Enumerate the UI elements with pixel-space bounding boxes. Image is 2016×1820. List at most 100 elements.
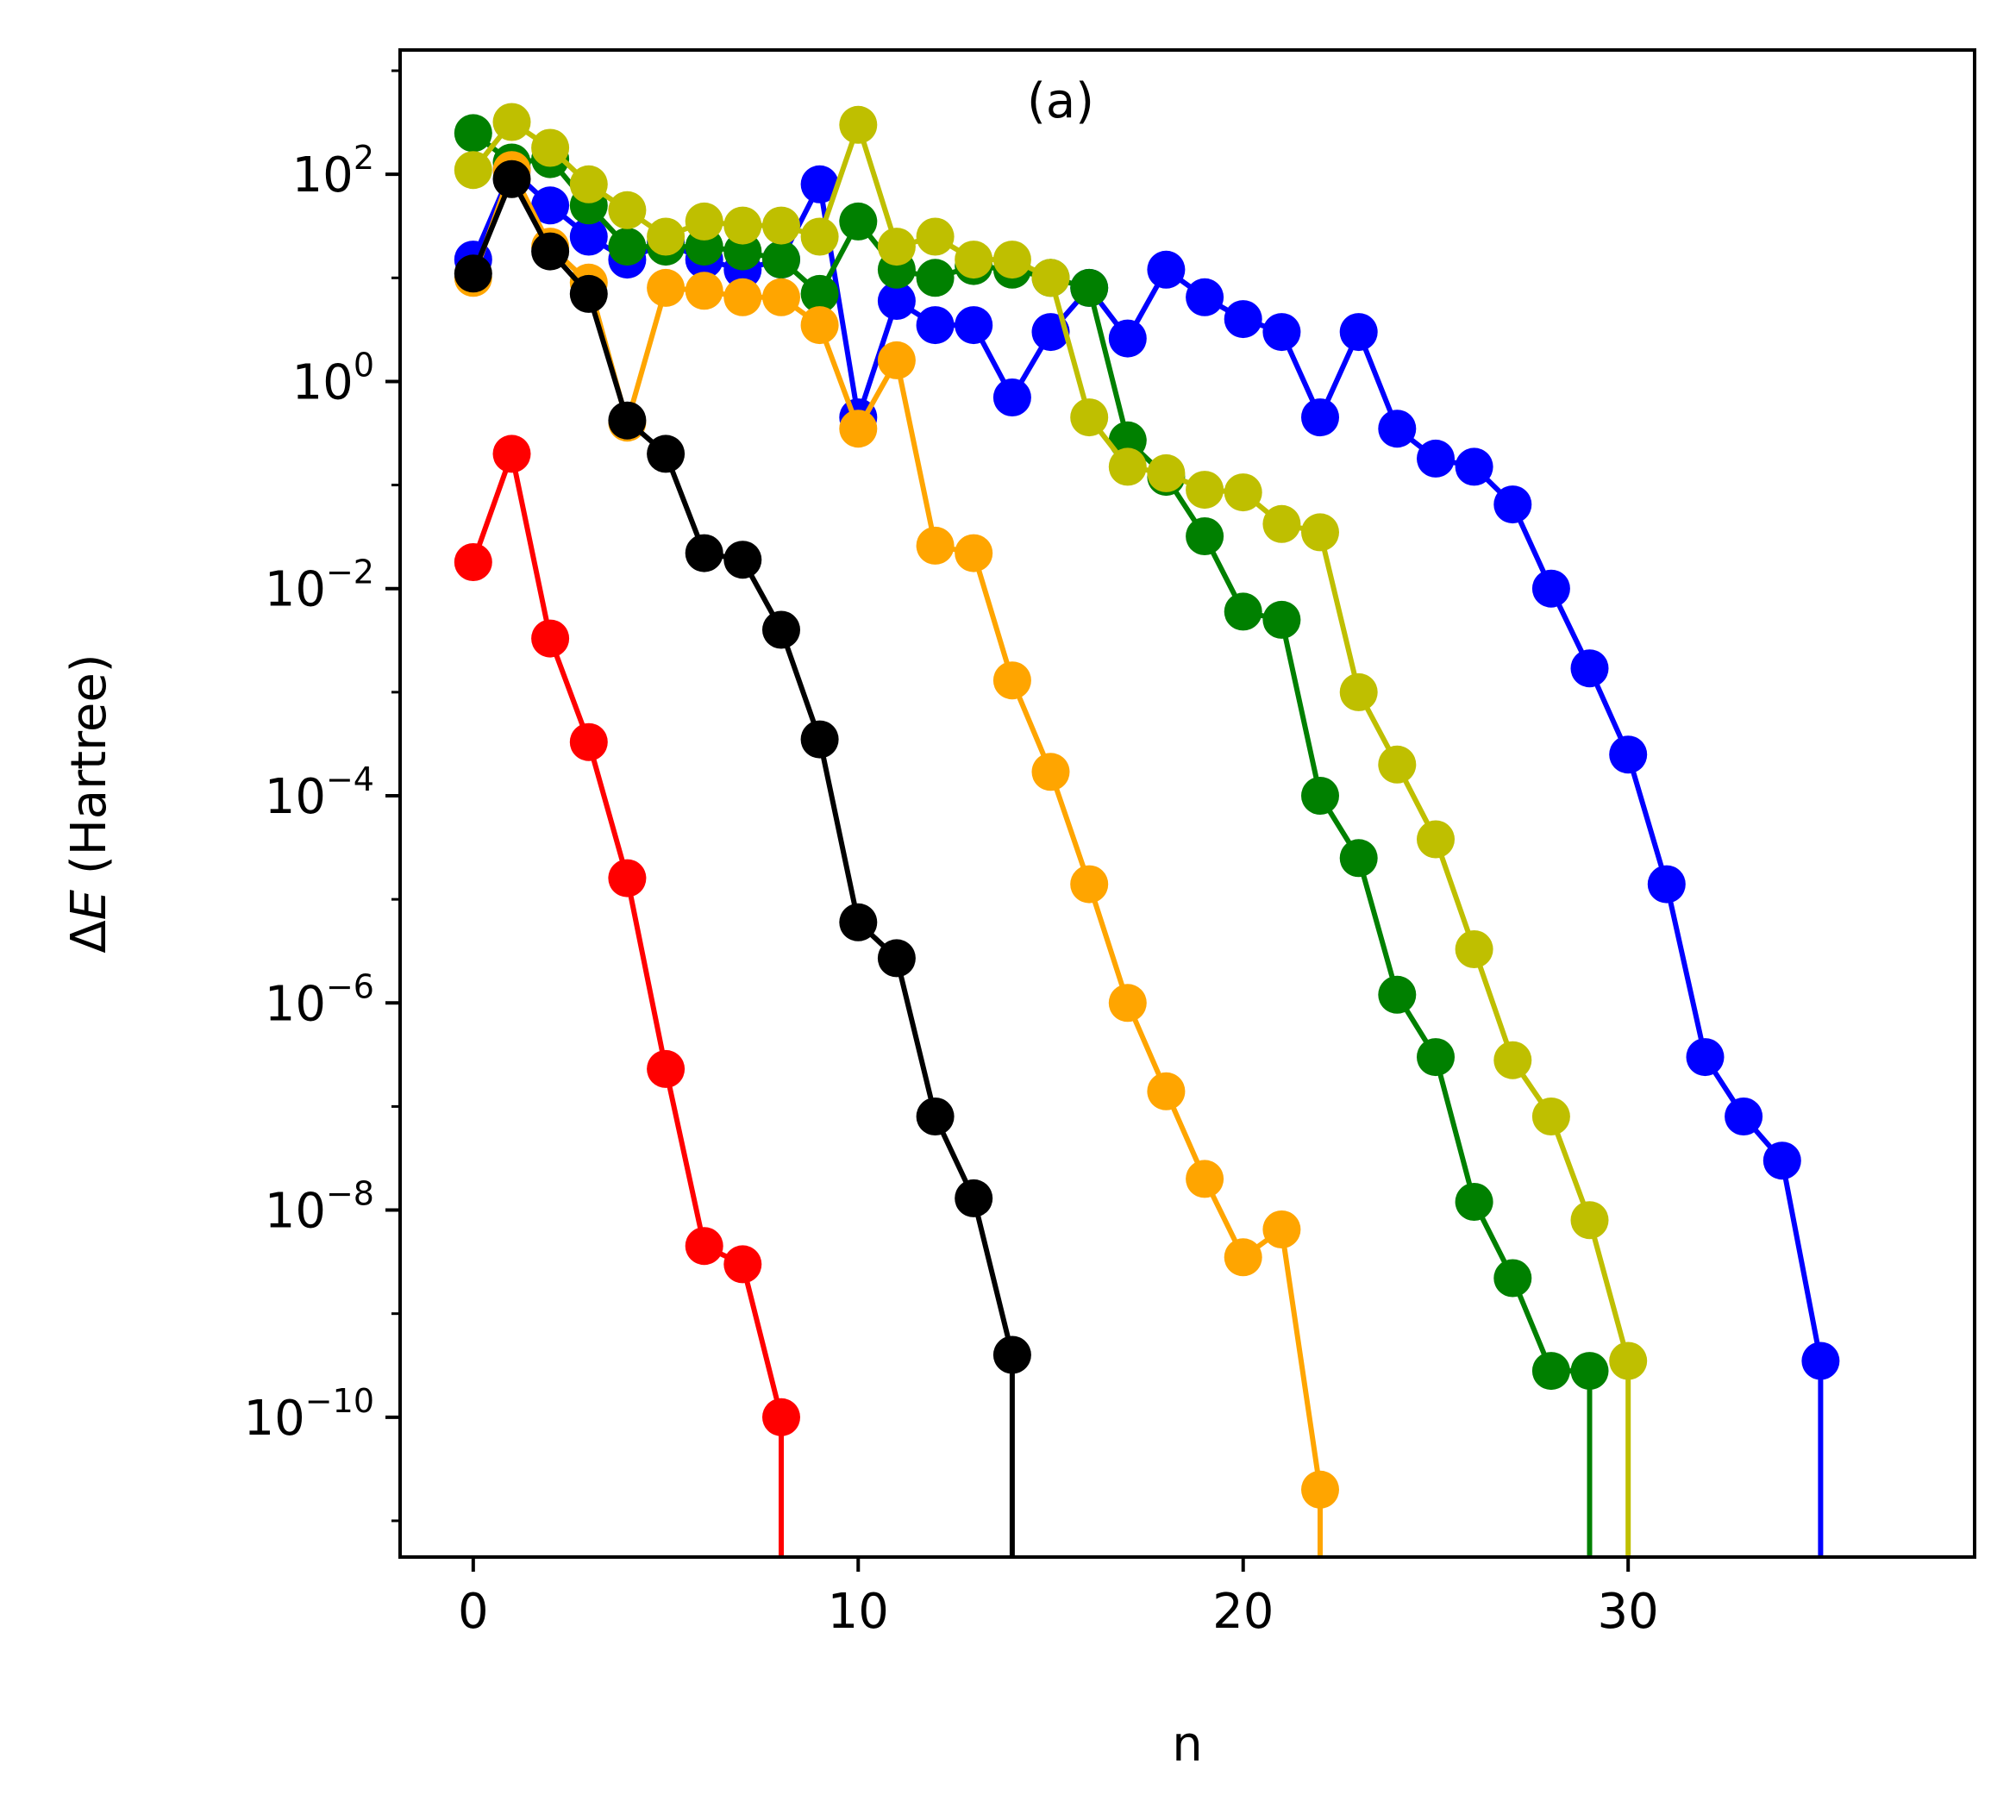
series-0-point-28 bbox=[1531, 569, 1570, 608]
series-3-point-10 bbox=[839, 105, 878, 144]
series-0-point-20 bbox=[1224, 300, 1262, 339]
series-2-point-19 bbox=[1186, 1160, 1224, 1198]
series-1-point-23 bbox=[1339, 839, 1378, 878]
series-2-point-21 bbox=[1262, 1210, 1301, 1248]
series-3-point-5 bbox=[647, 217, 686, 256]
series-1-point-10 bbox=[839, 202, 878, 241]
series-2-point-10 bbox=[839, 410, 878, 448]
series-5-point-2 bbox=[531, 232, 570, 271]
series-0-point-31 bbox=[1647, 865, 1686, 904]
series-0-point-11 bbox=[877, 282, 916, 320]
series-1-point-17 bbox=[1108, 421, 1147, 460]
series-1-point-19 bbox=[1186, 517, 1224, 555]
y-tick-label--6: 10−6 bbox=[265, 967, 374, 1032]
series-5-point-1 bbox=[492, 159, 531, 198]
plot-frame bbox=[398, 48, 1976, 1559]
series-4-point-8 bbox=[762, 1398, 800, 1436]
series-3-point-24 bbox=[1378, 745, 1417, 784]
series-3-point-19 bbox=[1186, 471, 1224, 510]
series-5-point-7 bbox=[723, 541, 762, 579]
y-axis-label: ΔE (Hartree) bbox=[61, 654, 117, 953]
series-5-point-14 bbox=[992, 1335, 1031, 1374]
series-5-point-8 bbox=[762, 610, 800, 649]
series-5-point-11 bbox=[877, 939, 916, 978]
series-5-point-4 bbox=[608, 401, 647, 440]
x-axis-label: n bbox=[1172, 1717, 1203, 1773]
series-4 bbox=[454, 435, 800, 1557]
series-3-point-18 bbox=[1147, 453, 1186, 492]
series-1-point-9 bbox=[800, 274, 839, 313]
series-2-point-20 bbox=[1224, 1238, 1262, 1277]
series-3-point-21 bbox=[1262, 504, 1301, 543]
series-2-point-22 bbox=[1301, 1470, 1339, 1509]
series-3-point-12 bbox=[916, 217, 955, 256]
series-3-point-6 bbox=[685, 202, 723, 241]
x-tick-label-30: 30 bbox=[1598, 1584, 1659, 1640]
series-2-point-11 bbox=[877, 341, 916, 379]
series-5-point-6 bbox=[685, 534, 723, 572]
x-axis-ticks: 0 10 20 30 bbox=[458, 1557, 1659, 1640]
series-1-point-21 bbox=[1262, 600, 1301, 639]
series-2-point-6 bbox=[685, 272, 723, 310]
y-tick-label--10: 10−10 bbox=[244, 1382, 374, 1447]
series-1-point-28 bbox=[1531, 1352, 1570, 1391]
series-2-point-15 bbox=[1031, 753, 1070, 791]
series-4-point-7 bbox=[723, 1245, 762, 1284]
series-3 bbox=[454, 103, 1648, 1557]
series-3-point-22 bbox=[1301, 513, 1339, 552]
series-1-point-26 bbox=[1455, 1183, 1493, 1221]
series-4-point-6 bbox=[685, 1227, 723, 1266]
series-3-point-3 bbox=[569, 165, 608, 203]
series-1-point-27 bbox=[1493, 1259, 1532, 1298]
series-1-point-24 bbox=[1378, 975, 1417, 1014]
series-5-point-0 bbox=[454, 254, 492, 293]
series-3-point-11 bbox=[877, 228, 916, 266]
series-2-point-18 bbox=[1147, 1072, 1186, 1110]
series-4-line bbox=[470, 451, 784, 1557]
series-0-point-26 bbox=[1455, 447, 1493, 486]
series-1-point-22 bbox=[1301, 777, 1339, 815]
series-2-point-8 bbox=[762, 278, 800, 316]
series-0-point-23 bbox=[1339, 313, 1378, 352]
series-0-point-14 bbox=[992, 378, 1031, 416]
series-4-point-0 bbox=[454, 543, 492, 581]
series-3-point-4 bbox=[608, 191, 647, 229]
series-0-point-30 bbox=[1609, 735, 1648, 774]
series-3-point-25 bbox=[1417, 820, 1455, 859]
series-4-point-3 bbox=[569, 722, 608, 761]
series-5-point-13 bbox=[955, 1179, 993, 1217]
series-layer bbox=[454, 103, 1840, 1557]
x-tick-label-20: 20 bbox=[1212, 1584, 1274, 1640]
series-3-point-20 bbox=[1224, 473, 1262, 512]
series-0-point-22 bbox=[1301, 398, 1339, 437]
series-1-point-25 bbox=[1417, 1038, 1455, 1077]
series-5-point-5 bbox=[647, 435, 686, 473]
series-4-point-4 bbox=[608, 859, 647, 897]
series-0-point-33 bbox=[1725, 1098, 1763, 1135]
series-1-point-20 bbox=[1224, 592, 1262, 631]
series-0-point-9 bbox=[800, 165, 839, 203]
series-2-point-13 bbox=[955, 534, 993, 572]
series-0-point-21 bbox=[1262, 313, 1301, 352]
y-axis-ticks: 102 100 10−2 10−4 10−6 10−8 10−10 bbox=[244, 69, 400, 1523]
series-1-point-16 bbox=[1070, 268, 1109, 307]
series-3-point-7 bbox=[723, 206, 762, 245]
y-tick-label-2: 102 bbox=[292, 139, 374, 203]
series-5 bbox=[454, 159, 1031, 1557]
x-tick-label-10: 10 bbox=[828, 1584, 889, 1640]
series-1-point-12 bbox=[916, 259, 955, 297]
series-0-point-12 bbox=[916, 306, 955, 345]
series-0-point-2 bbox=[531, 186, 570, 225]
series-3-point-27 bbox=[1493, 1041, 1532, 1079]
series-3-point-16 bbox=[1070, 398, 1109, 437]
series-3-point-17 bbox=[1108, 447, 1147, 486]
series-0-point-17 bbox=[1108, 319, 1147, 358]
series-0-point-25 bbox=[1417, 439, 1455, 478]
series-0-point-18 bbox=[1147, 250, 1186, 289]
y-tick-label-0: 100 bbox=[292, 346, 374, 410]
series-2-point-17 bbox=[1108, 984, 1147, 1023]
series-5-line bbox=[471, 176, 1015, 1557]
series-3-point-29 bbox=[1570, 1201, 1609, 1240]
